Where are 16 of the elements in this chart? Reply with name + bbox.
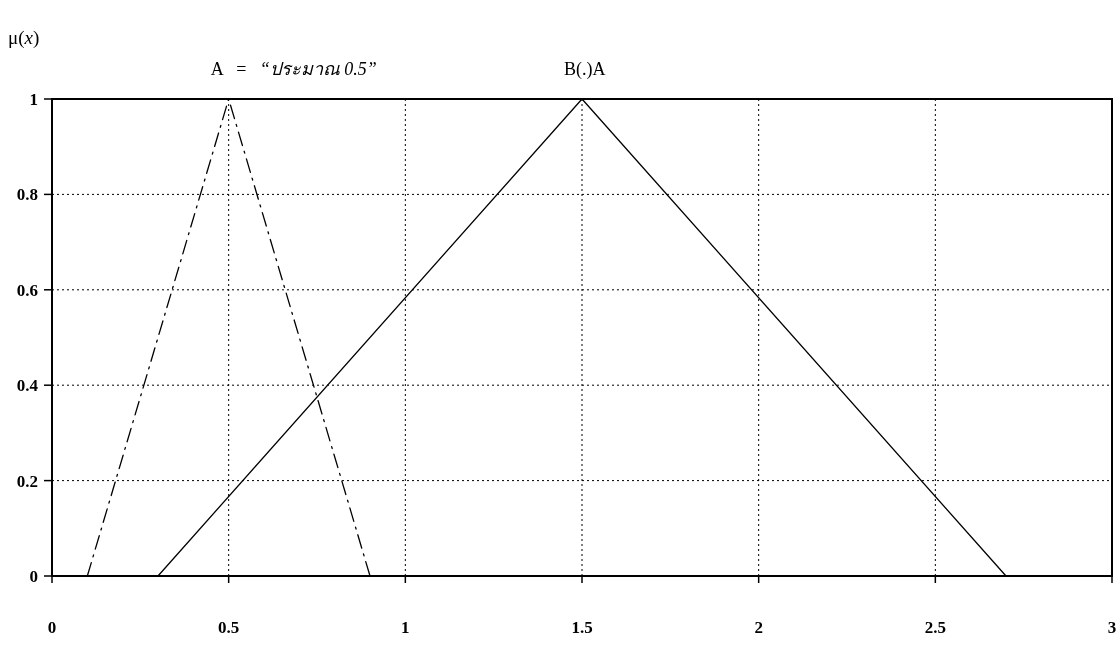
y-tick-label: 1	[29, 90, 38, 109]
y-tick-label: 0.6	[16, 280, 38, 300]
x-tick-label: 1	[401, 618, 410, 637]
x-tick-label: 1.5	[571, 618, 593, 637]
series-label: A = “ประมาณ 0.5”	[210, 59, 377, 79]
y-tick-label: 0.8	[16, 185, 38, 205]
y-tick-label: 0.2	[16, 471, 38, 491]
x-tick-label: 2.5	[924, 618, 946, 637]
y-axis-title: μ(x)	[8, 27, 40, 49]
y-tick-label: 0.4	[16, 376, 39, 396]
x-tick-label: 3	[1107, 618, 1117, 637]
x-tick-label: 2	[754, 618, 763, 637]
x-tick-label: 0.5	[218, 618, 240, 637]
y-tick-label: 0	[29, 567, 38, 586]
series-label: B(.)A	[564, 59, 606, 80]
x-tick-label: 0	[47, 618, 57, 637]
